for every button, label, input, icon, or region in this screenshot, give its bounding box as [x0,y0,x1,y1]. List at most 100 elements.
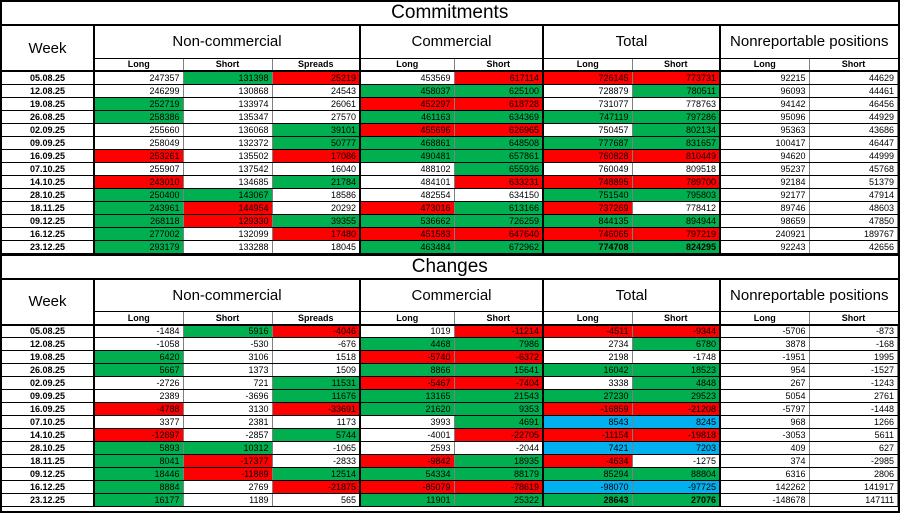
value-cell[interactable]: 247357 [93,70,184,85]
value-cell[interactable]: 824295 [631,239,721,254]
value-cell[interactable]: -3696 [182,389,273,403]
value-cell[interactable]: 17086 [271,148,361,163]
value-cell[interactable]: 1518 [271,350,361,364]
value-cell[interactable]: 2806 [808,467,898,481]
value-cell[interactable]: 458037 [359,83,455,98]
value-cell[interactable]: 135347 [182,109,273,124]
week-cell[interactable]: 26.08.25 [2,363,95,377]
value-cell[interactable]: 250400 [93,187,184,202]
value-cell[interactable]: 728879 [542,83,633,98]
value-cell[interactable]: 92243 [719,239,810,254]
value-cell[interactable]: 16042 [542,363,633,377]
value-cell[interactable]: 625100 [453,83,544,98]
value-cell[interactable]: 797286 [631,109,721,124]
value-cell[interactable]: 4468 [359,337,455,351]
value-cell[interactable]: 2769 [182,480,273,494]
value-cell[interactable]: 25322 [453,493,544,507]
value-cell[interactable]: 3377 [93,415,184,429]
value-cell[interactable]: 1173 [271,415,361,429]
value-cell[interactable]: -2857 [182,428,273,442]
value-cell[interactable]: -168 [808,337,898,351]
value-cell[interactable]: 25219 [271,70,361,85]
week-cell[interactable]: 09.12.25 [2,467,95,481]
value-cell[interactable]: 11901 [359,493,455,507]
value-cell[interactable]: 760049 [542,161,633,176]
value-cell[interactable]: -2044 [453,441,544,455]
value-cell[interactable]: 44929 [808,109,898,124]
value-cell[interactable]: 5744 [271,428,361,442]
week-cell[interactable]: 16.09.25 [2,148,95,163]
value-cell[interactable]: -97725 [631,480,721,494]
value-cell[interactable]: 18523 [631,363,721,377]
value-cell[interactable]: 137542 [182,161,273,176]
value-cell[interactable]: 613166 [453,200,544,215]
value-cell[interactable]: 777687 [542,135,633,150]
week-cell[interactable]: 02.09.25 [2,376,95,390]
value-cell[interactable]: -11154 [542,428,633,442]
value-cell[interactable]: 277002 [93,226,184,241]
value-cell[interactable]: 617114 [453,70,544,85]
value-cell[interactable]: 267 [719,376,810,390]
value-cell[interactable]: 627 [808,441,898,455]
value-cell[interactable]: 16177 [93,493,184,507]
value-cell[interactable]: 51379 [808,174,898,189]
value-cell[interactable]: 44999 [808,148,898,163]
value-cell[interactable]: -85079 [359,480,455,494]
value-cell[interactable]: 452297 [359,96,455,111]
value-cell[interactable]: 129330 [182,213,273,228]
week-cell[interactable]: 12.08.25 [2,83,95,98]
value-cell[interactable]: 94620 [719,148,810,163]
value-cell[interactable]: 968 [719,415,810,429]
value-cell[interactable]: 46447 [808,135,898,150]
value-cell[interactable]: 131398 [182,70,273,85]
value-cell[interactable]: 94142 [719,96,810,111]
value-cell[interactable]: 258386 [93,109,184,124]
value-cell[interactable]: 8884 [93,480,184,494]
value-cell[interactable]: 18586 [271,187,361,202]
value-cell[interactable]: -148678 [719,493,810,507]
value-cell[interactable]: 731077 [542,96,633,111]
value-cell[interactable]: 20292 [271,200,361,215]
value-cell[interactable]: 795803 [631,187,721,202]
value-cell[interactable]: 253261 [93,148,184,163]
value-cell[interactable]: 8866 [359,363,455,377]
value-cell[interactable]: 3130 [182,402,273,416]
value-cell[interactable]: 89746 [719,200,810,215]
value-cell[interactable]: 88804 [631,467,721,481]
value-cell[interactable]: 10312 [182,441,273,455]
value-cell[interactable]: 147111 [808,493,898,507]
value-cell[interactable]: -4788 [93,402,184,416]
value-cell[interactable]: 747119 [542,109,633,124]
value-cell[interactable]: -21875 [271,480,361,494]
value-cell[interactable]: 565 [271,493,361,507]
value-cell[interactable]: 647640 [453,226,544,241]
value-cell[interactable]: 48603 [808,200,898,215]
value-cell[interactable]: 144954 [182,200,273,215]
value-cell[interactable]: 133288 [182,239,273,254]
value-cell[interactable]: 92215 [719,70,810,85]
value-cell[interactable]: -22705 [453,428,544,442]
value-cell[interactable]: 143067 [182,187,273,202]
value-cell[interactable]: 18446 [93,467,184,481]
value-cell[interactable]: 802134 [631,122,721,137]
value-cell[interactable]: 92184 [719,174,810,189]
value-cell[interactable]: -7404 [453,376,544,390]
value-cell[interactable]: 374 [719,454,810,468]
value-cell[interactable]: -1275 [631,454,721,468]
value-cell[interactable]: 54334 [359,467,455,481]
value-cell[interactable]: -2833 [271,454,361,468]
week-cell[interactable]: 09.12.25 [2,213,95,228]
week-cell[interactable]: 26.08.25 [2,109,95,124]
value-cell[interactable]: 484101 [359,174,455,189]
value-cell[interactable]: -12897 [93,428,184,442]
value-cell[interactable]: 778763 [631,96,721,111]
value-cell[interactable]: 18935 [453,454,544,468]
value-cell[interactable]: 618728 [453,96,544,111]
value-cell[interactable]: 7203 [631,441,721,455]
week-cell[interactable]: 16.12.25 [2,226,95,241]
value-cell[interactable]: 789700 [631,174,721,189]
value-cell[interactable]: 634150 [453,187,544,202]
value-cell[interactable]: 141917 [808,480,898,494]
week-cell[interactable]: 02.09.25 [2,122,95,137]
value-cell[interactable]: 760828 [542,148,633,163]
